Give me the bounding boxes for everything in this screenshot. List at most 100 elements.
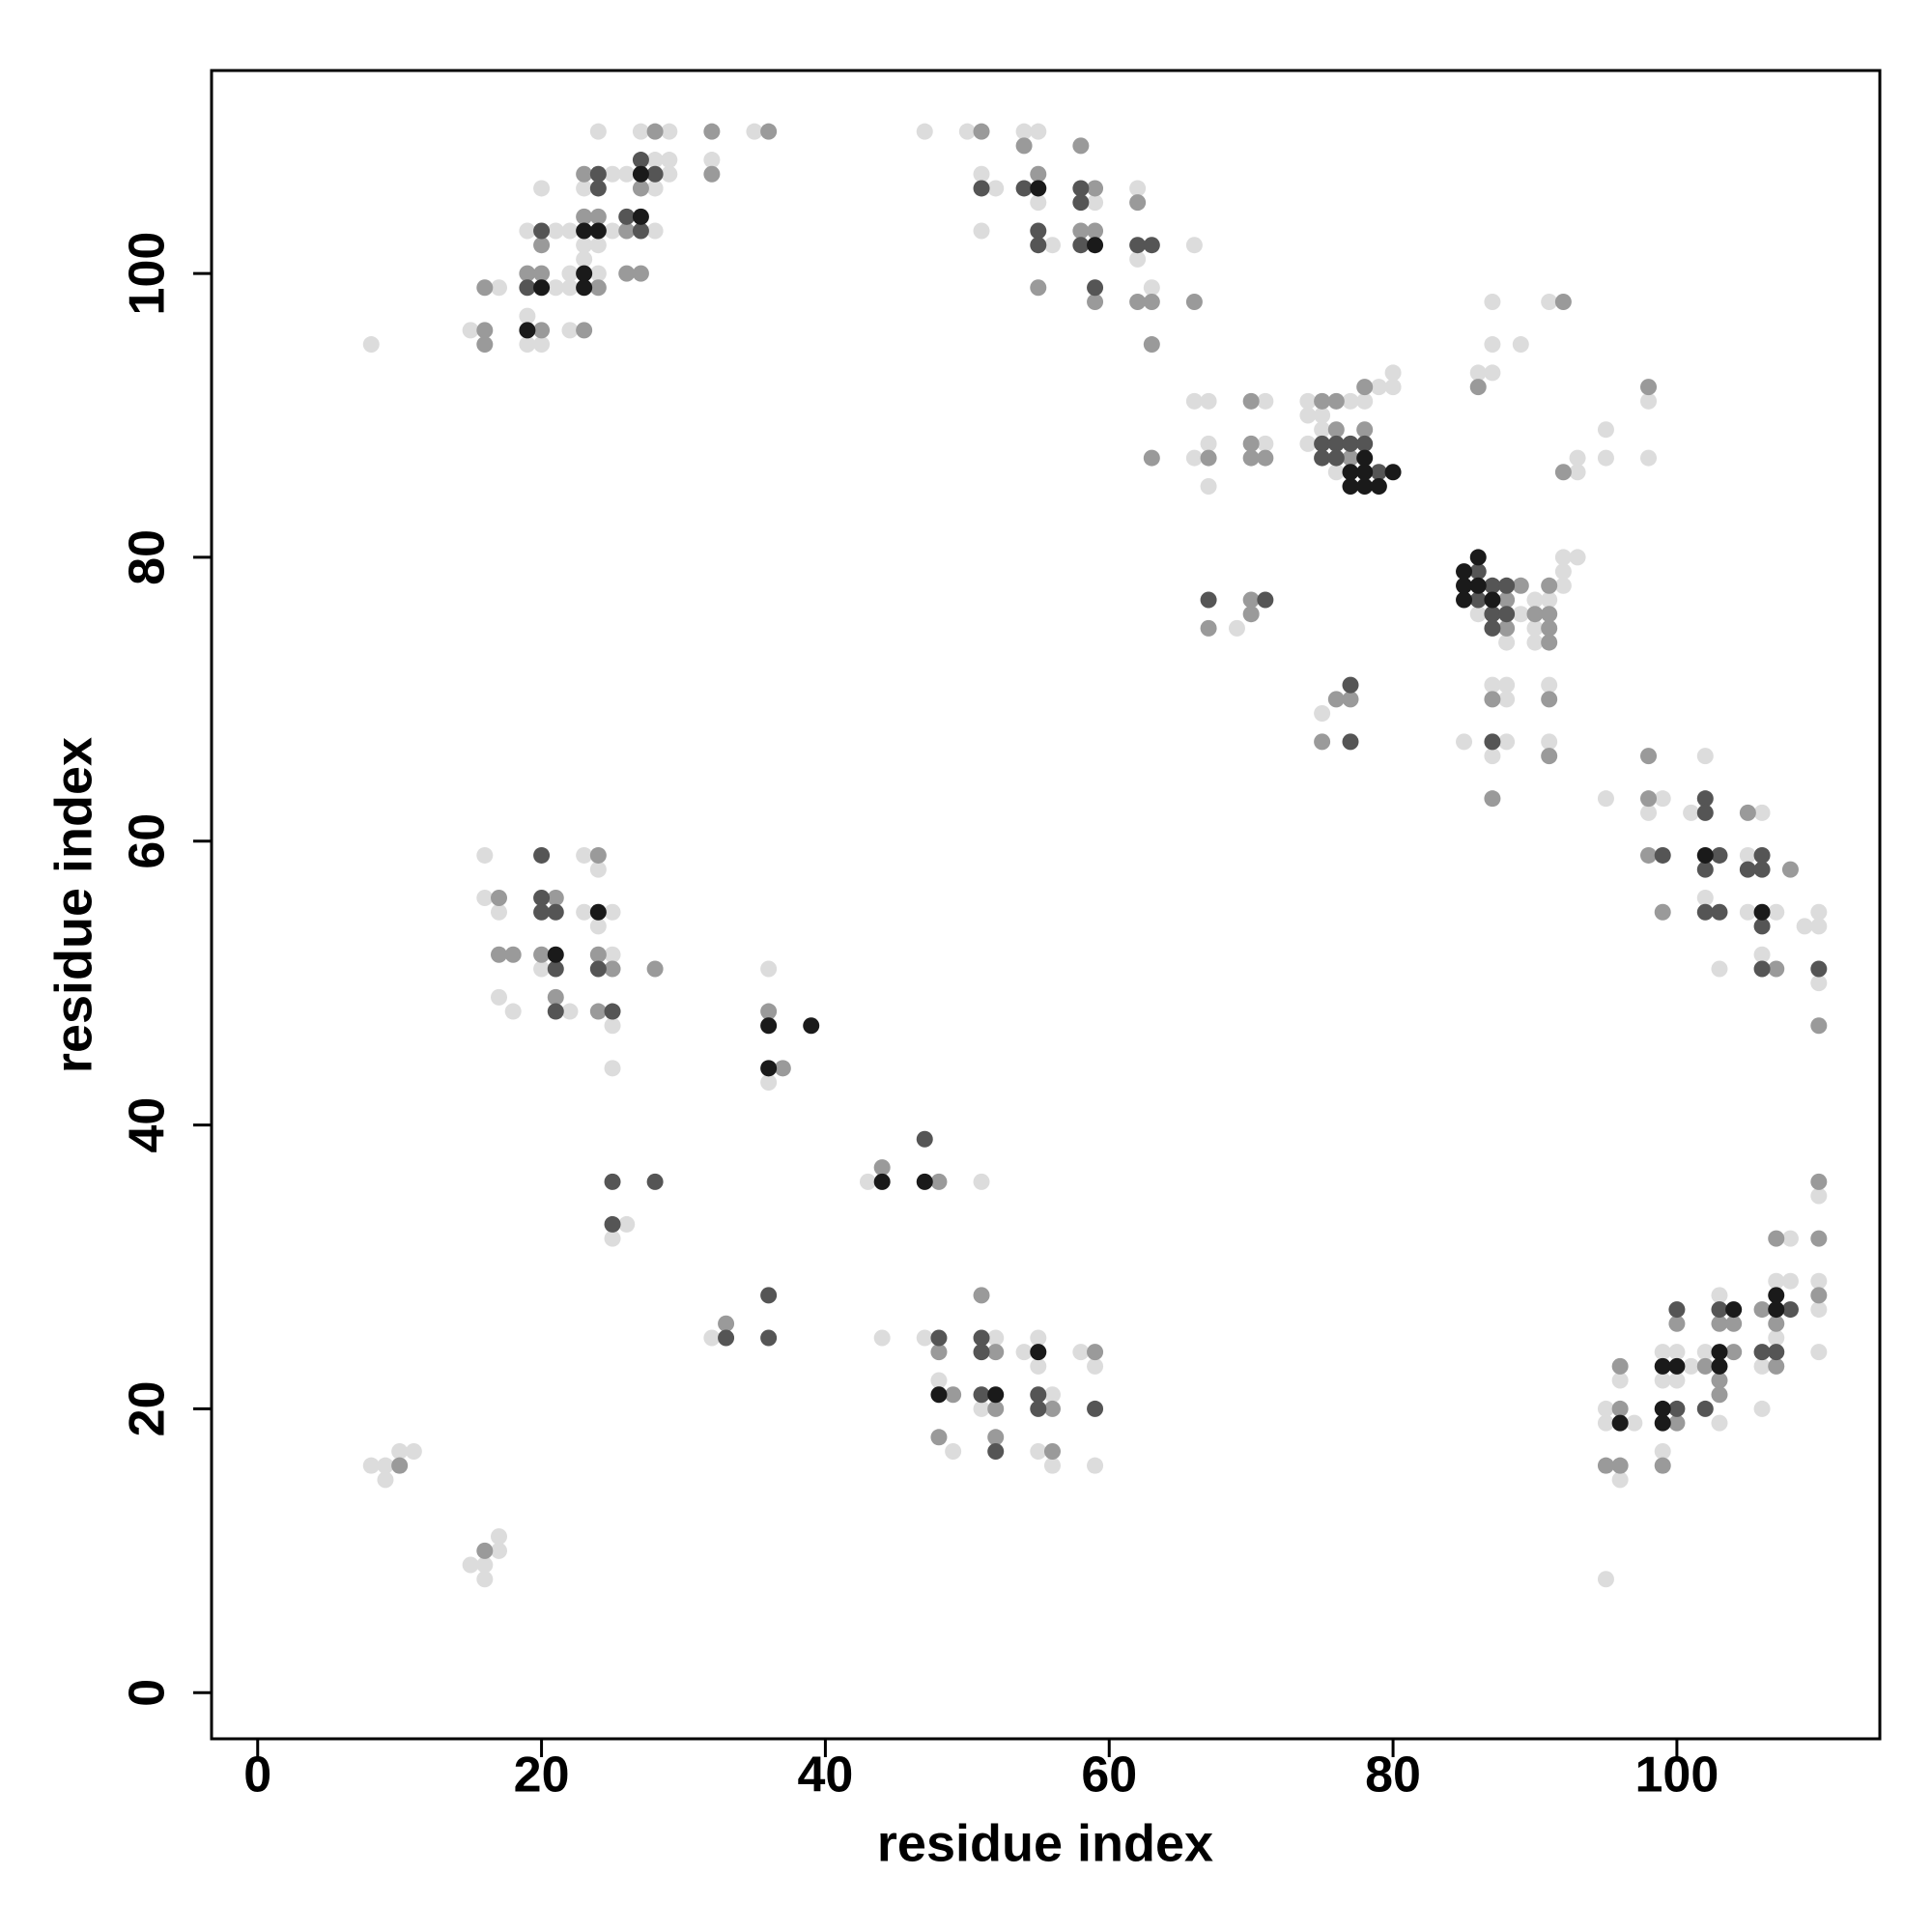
point [916, 1173, 933, 1190]
point [1654, 1457, 1671, 1474]
point [1200, 619, 1217, 637]
point [533, 946, 551, 963]
point [1597, 790, 1614, 808]
point [958, 123, 976, 140]
point [1030, 237, 1047, 254]
point [476, 1571, 494, 1588]
point [1228, 619, 1245, 637]
point [491, 988, 508, 1006]
point [1810, 1272, 1828, 1290]
point [1554, 549, 1572, 566]
point [1810, 1173, 1828, 1190]
point [718, 1329, 735, 1347]
point [589, 123, 607, 140]
point [1753, 846, 1771, 864]
point [604, 165, 621, 183]
point [916, 1329, 933, 1347]
point [1129, 250, 1147, 268]
point [547, 890, 564, 907]
point [1327, 435, 1345, 452]
point [1753, 1344, 1771, 1361]
point [604, 1003, 621, 1020]
point [1030, 279, 1047, 297]
point [1597, 1571, 1614, 1588]
point [973, 1344, 990, 1361]
point [1356, 449, 1374, 467]
point [1541, 591, 1558, 609]
point [1469, 606, 1487, 623]
y-tick-label: 80 [120, 529, 176, 585]
x-tick-label: 0 [243, 1747, 271, 1804]
point [462, 1556, 479, 1574]
point [1030, 165, 1047, 183]
point [632, 208, 649, 225]
point [1696, 1357, 1714, 1375]
point [1711, 1372, 1728, 1389]
point [1768, 960, 1785, 978]
point [1257, 392, 1274, 410]
point [589, 1003, 607, 1020]
point [1129, 180, 1147, 197]
point [604, 946, 621, 963]
point [1314, 435, 1331, 452]
point [1668, 1372, 1686, 1389]
point [1654, 1372, 1671, 1389]
point [604, 1230, 621, 1247]
y-tick-label: 20 [120, 1380, 176, 1436]
point [1484, 364, 1501, 382]
point [391, 1457, 409, 1474]
point [1356, 477, 1374, 495]
point [1739, 804, 1756, 821]
point [1696, 846, 1714, 864]
point [973, 123, 990, 140]
point [1087, 1400, 1104, 1417]
point [1314, 392, 1331, 410]
point [1456, 563, 1473, 581]
point [1327, 392, 1345, 410]
point [533, 846, 551, 864]
point [1654, 1400, 1671, 1417]
point [1541, 748, 1558, 765]
point [547, 988, 564, 1006]
point [362, 336, 380, 354]
point [1484, 619, 1501, 637]
point [1087, 1457, 1104, 1474]
point [589, 222, 607, 240]
point [476, 1556, 494, 1574]
point [1030, 180, 1047, 197]
point [1611, 1372, 1629, 1389]
point [1526, 606, 1544, 623]
point [1753, 1357, 1771, 1375]
point [589, 960, 607, 978]
point [1753, 903, 1771, 921]
point [576, 279, 593, 297]
point [604, 960, 621, 978]
point [1696, 804, 1714, 821]
point [519, 279, 536, 297]
point [1342, 691, 1359, 708]
point [1242, 606, 1260, 623]
point [1554, 577, 1572, 594]
point [1768, 1344, 1785, 1361]
point [1640, 846, 1658, 864]
point [930, 1329, 948, 1347]
point [1810, 960, 1828, 978]
point [1456, 577, 1473, 594]
point [1696, 1344, 1714, 1361]
point [1668, 1344, 1686, 1361]
point [589, 208, 607, 225]
point [1810, 975, 1828, 992]
point [561, 322, 579, 339]
point [1072, 137, 1090, 155]
point [1370, 379, 1387, 396]
point [1810, 903, 1828, 921]
point [803, 1017, 820, 1035]
point [476, 890, 494, 907]
point [1768, 1301, 1785, 1319]
point [1342, 392, 1359, 410]
point [661, 152, 678, 169]
point [1640, 449, 1658, 467]
point [1569, 549, 1586, 566]
